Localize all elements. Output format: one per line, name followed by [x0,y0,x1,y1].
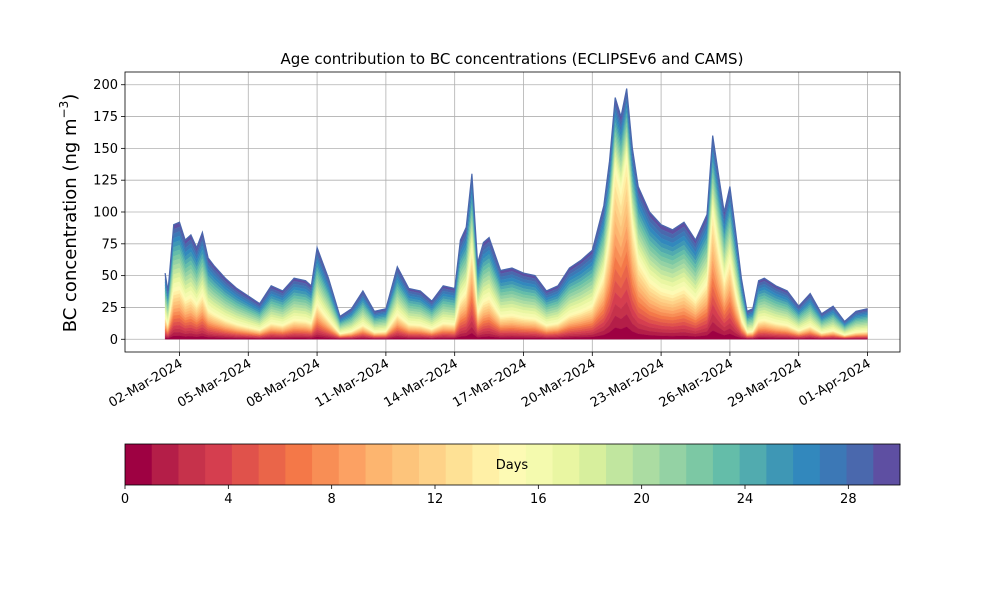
colorbar-segment [846,444,874,485]
colorbar-tick-label: 12 [427,492,444,507]
colorbar-tick-label: 20 [633,492,650,507]
age-stacked-areas [164,88,868,340]
chart-title: Age contribution to BC concentrations (E… [281,50,744,68]
x-tick-label: 23-Mar-2024 [588,356,667,410]
y-tick-label: 0 [110,333,118,348]
age-band-area [164,326,868,340]
x-axis-ticks: 02-Mar-202405-Mar-202408-Mar-202411-Mar-… [106,352,874,411]
x-tick-label: 20-Mar-2024 [519,356,598,410]
x-tick-label: 14-Mar-2024 [382,356,461,410]
colorbar-tick-label: 24 [737,492,754,507]
colorbar-segment [285,444,313,485]
colorbar-ticks: 0 4 8 12 16 20 24 28 [121,485,857,507]
colorbar-segment [445,444,473,485]
colorbar-segment [525,444,554,485]
colorbar-tick-label: 16 [530,492,547,507]
colorbar-segment [231,444,260,485]
colorbar-segment [739,444,767,485]
colorbar-segment [312,444,340,485]
x-tick-label: 17-Mar-2024 [450,356,529,410]
colorbar-segment [659,444,687,485]
y-tick-label: 125 [93,174,118,189]
colorbar-segment [365,444,393,485]
colorbar-segment [712,444,741,485]
colorbar-segment [632,444,660,485]
colorbar-segment [178,444,206,485]
y-tick-label: 75 [101,237,118,252]
colorbar-segment [392,444,420,485]
colorbar-segment [338,444,367,485]
y-tick-label: 175 [93,110,118,125]
x-tick-label: 29-Mar-2024 [726,356,805,410]
colorbar-segment [766,444,794,485]
colorbar-segment [579,444,607,485]
colorbar-tick-label: 0 [121,492,129,507]
colorbar-segment [552,444,580,485]
y-tick-label: 100 [93,206,118,221]
colorbar-tick-label: 28 [840,492,857,507]
y-tick-label: 25 [101,301,118,316]
x-tick-label: 05-Mar-2024 [175,356,254,410]
y-tick-label: 150 [93,142,118,157]
x-tick-label: 26-Mar-2024 [657,356,736,410]
total-outline [164,88,868,323]
colorbar-segment [418,444,447,485]
colorbar-segment [499,444,527,485]
colorbar-segment [125,444,153,485]
y-axis-ticks: 0 25 50 75 100 125 150 175 200 [93,78,125,348]
colorbar-segment [258,444,286,485]
x-tick-label: 11-Mar-2024 [313,356,392,410]
colorbar-tick-label: 4 [224,492,232,507]
colorbar-segment [205,444,233,485]
colorbar-segment [686,444,714,485]
colorbar-segment [151,444,179,485]
colorbar-segment [472,444,500,485]
colorbar [124,443,901,486]
colorbar-tick-label: 8 [328,492,336,507]
colorbar-segment [606,444,634,485]
colorbar-label: Days [496,458,529,473]
colorbar-frame [124,443,901,486]
colorbar-segment [819,444,848,485]
colorbar-segment [873,444,901,485]
y-axis-label: BC concentration (ng m−3) [57,94,81,333]
y-tick-label: 50 [101,269,118,284]
x-tick-label: 08-Mar-2024 [244,356,323,410]
x-tick-label: 02-Mar-2024 [106,356,185,410]
colorbar-segment [793,444,821,485]
y-tick-label: 200 [93,78,118,93]
x-tick-label: 01-Apr-2024 [796,356,873,409]
